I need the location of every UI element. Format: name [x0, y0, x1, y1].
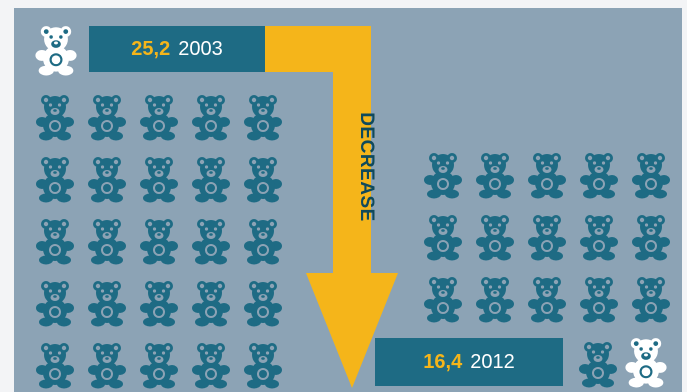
bear-grid-2003	[35, 93, 283, 389]
teddy-bear-icon	[243, 155, 283, 203]
stat-value-2003: 25,2	[131, 37, 171, 60]
teddy-bear-icon	[475, 151, 515, 199]
teddy-bear-icon	[87, 341, 127, 389]
teddy-bear-icon	[87, 155, 127, 203]
teddy-bear-icon	[423, 151, 463, 199]
teddy-bear-icon	[191, 341, 231, 389]
teddy-bear-icon	[35, 93, 75, 141]
teddy-bear-icon	[631, 275, 671, 323]
teddy-bear-icon	[139, 279, 179, 327]
teddy-bear-icon	[243, 217, 283, 265]
teddy-bear-icon	[423, 275, 463, 323]
teddy-bear-icon	[475, 213, 515, 261]
decrease-arrow	[258, 26, 398, 388]
teddy-bear-icon	[87, 217, 127, 265]
teddy-bear-icon	[139, 93, 179, 141]
teddy-bear-icon	[35, 279, 75, 327]
decrease-label: DECREASE	[356, 112, 377, 222]
teddy-bear-icon	[35, 341, 75, 389]
teddy-bear-icon	[578, 340, 618, 388]
teddy-bear-icon	[139, 217, 179, 265]
teddy-bear-icon	[475, 275, 515, 323]
legend-bear-icon-2003	[34, 24, 78, 76]
teddy-bear-icon	[87, 279, 127, 327]
teddy-bear-icon	[631, 151, 671, 199]
teddy-bear-icon	[579, 213, 619, 261]
stat-year-2012: 2012	[470, 350, 515, 373]
teddy-bear-icon	[527, 275, 567, 323]
teddy-bear-icon	[35, 155, 75, 203]
teddy-bear-icon	[579, 275, 619, 323]
teddy-bear-icon	[527, 213, 567, 261]
bear-grid-2012	[423, 151, 671, 323]
infographic-panel: DECREASE 25,2 2003 16,4 2012	[14, 8, 682, 392]
teddy-bear-icon	[631, 213, 671, 261]
teddy-bear-icon	[87, 93, 127, 141]
teddy-bear-icon	[191, 93, 231, 141]
teddy-bear-icon	[139, 341, 179, 389]
teddy-bear-icon	[191, 155, 231, 203]
teddy-bear-icon	[243, 93, 283, 141]
teddy-bear-icon	[527, 151, 567, 199]
teddy-bear-icon	[191, 217, 231, 265]
teddy-bear-icon	[423, 213, 463, 261]
stat-box-2012: 16,4 2012	[375, 338, 563, 386]
stat-value-2012: 16,4	[423, 350, 463, 373]
teddy-bear-icon	[243, 279, 283, 327]
teddy-bear-icon	[139, 155, 179, 203]
teddy-bear-icon	[579, 151, 619, 199]
stat-box-2003: 25,2 2003	[89, 26, 265, 72]
legend-bear-icon-2012	[624, 336, 668, 388]
stat-year-2003: 2003	[178, 37, 223, 60]
teddy-bear-icon	[191, 279, 231, 327]
teddy-bear-icon	[243, 341, 283, 389]
teddy-bear-icon	[35, 217, 75, 265]
